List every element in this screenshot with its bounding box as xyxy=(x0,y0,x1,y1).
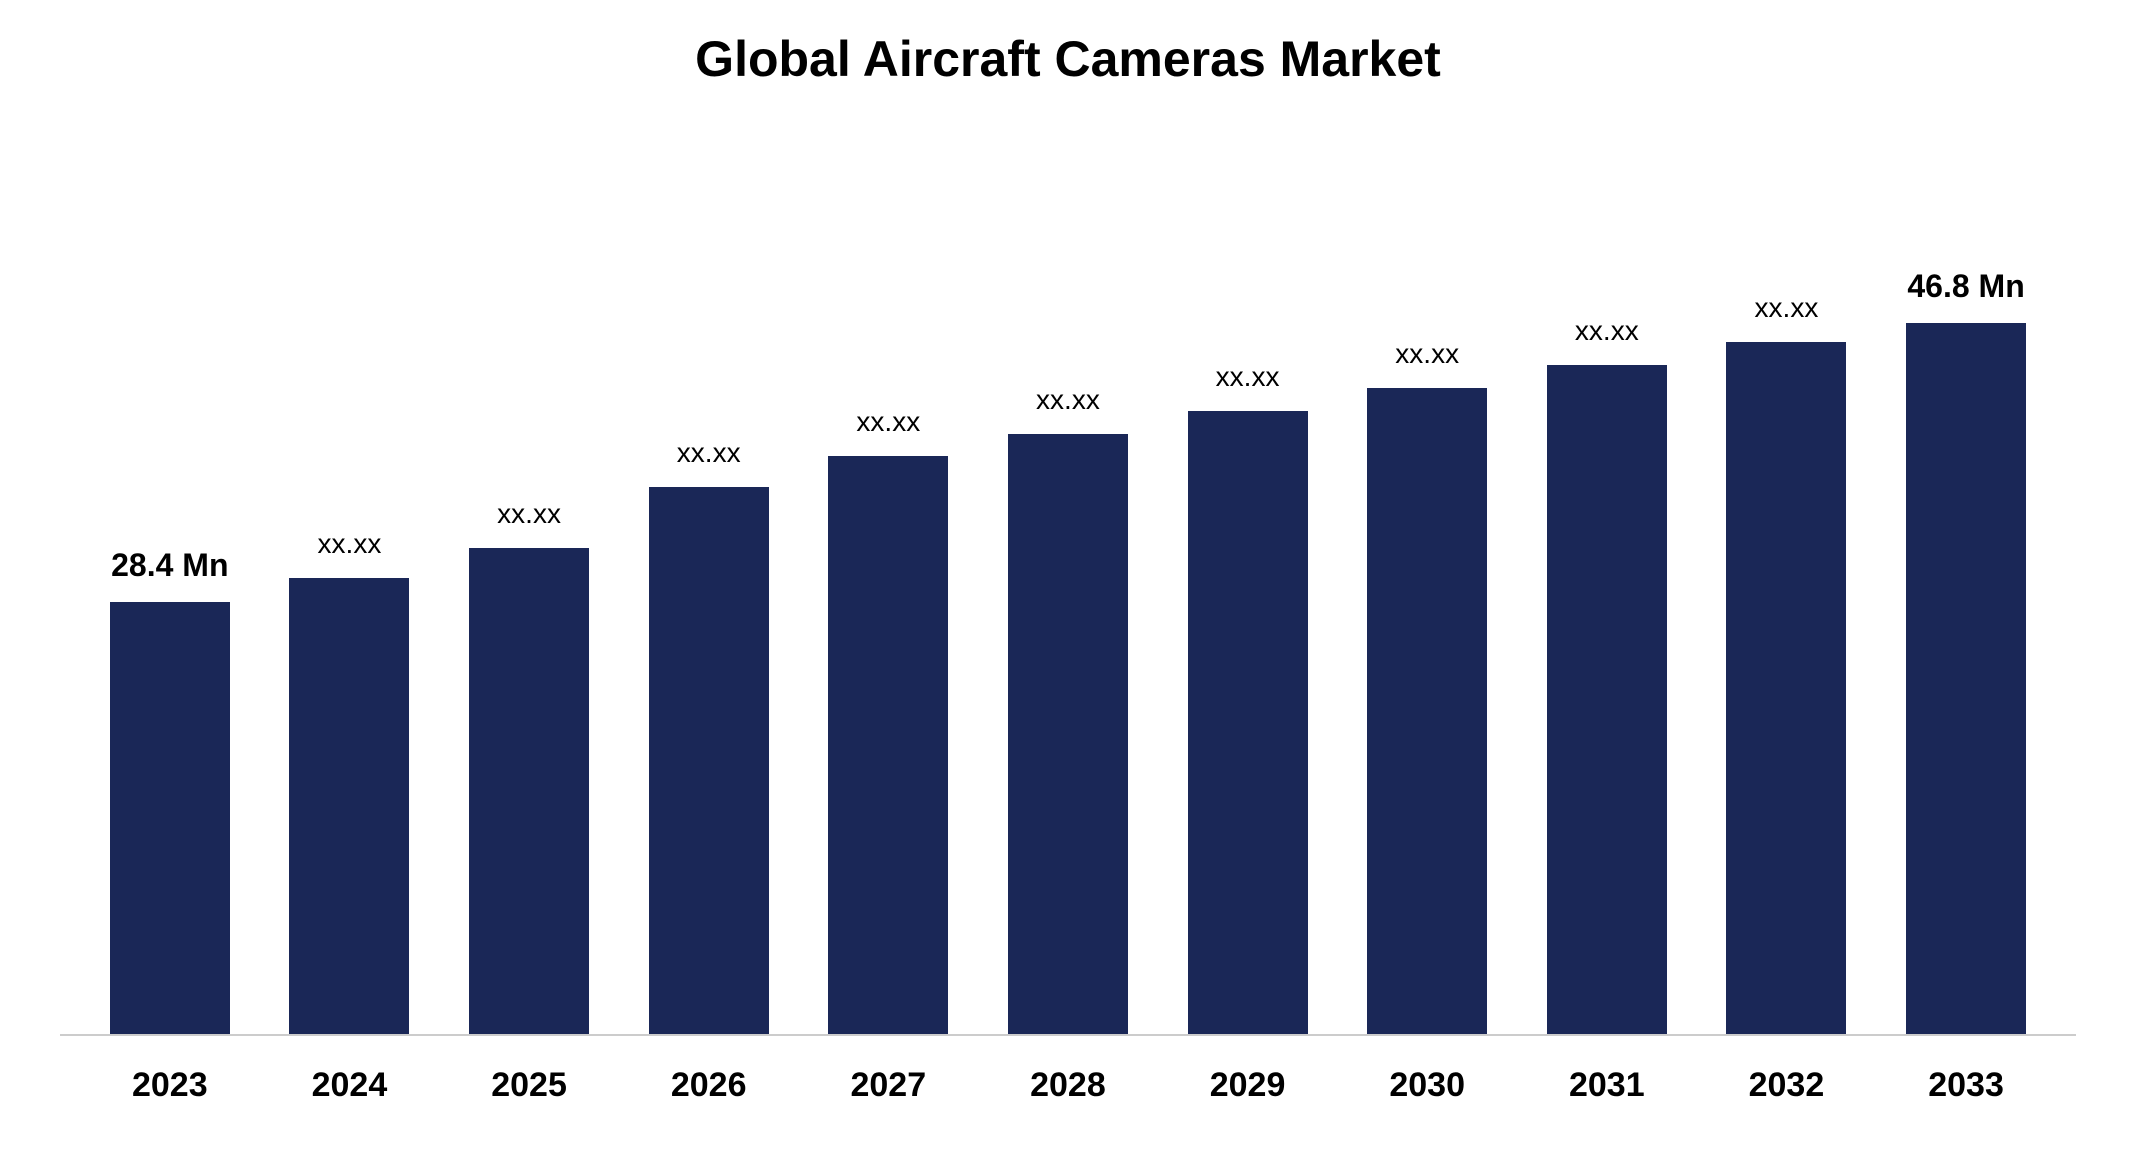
chart-container: Global Aircraft Cameras Market 28.4 Mn xx… xyxy=(0,0,2136,1155)
x-axis: 2023 2024 2025 2026 2027 2028 2029 2030 2031 2032… xyxy=(60,1036,2076,1105)
bar-group: xx.xx xyxy=(279,528,419,1034)
bar xyxy=(1726,342,1846,1034)
bar xyxy=(1906,323,2026,1034)
bar-value-label: 46.8 Mn xyxy=(1907,268,2024,305)
bar xyxy=(649,487,769,1034)
x-axis-label: 2032 xyxy=(1716,1066,1856,1105)
bar xyxy=(469,548,589,1034)
bar xyxy=(1547,365,1667,1034)
bar-group: xx.xx xyxy=(1537,315,1677,1034)
x-axis-label: 2028 xyxy=(998,1066,1138,1105)
bar-value-label: xx.xx xyxy=(1575,315,1639,347)
x-axis-label: 2025 xyxy=(459,1066,599,1105)
bar xyxy=(1008,434,1128,1034)
bar xyxy=(110,602,230,1034)
bar-group: 28.4 Mn xyxy=(100,547,240,1034)
chart-title: Global Aircraft Cameras Market xyxy=(60,30,2076,88)
x-axis-label: 2023 xyxy=(100,1066,240,1105)
x-axis-label: 2029 xyxy=(1178,1066,1318,1105)
bar-group: xx.xx xyxy=(818,406,958,1034)
bar xyxy=(289,578,409,1034)
bar-group: 46.8 Mn xyxy=(1896,268,2036,1034)
bar-group: xx.xx xyxy=(1716,292,1856,1034)
x-axis-label: 2024 xyxy=(279,1066,419,1105)
x-axis-label: 2031 xyxy=(1537,1066,1677,1105)
x-axis-label: 2027 xyxy=(818,1066,958,1105)
bar-group: xx.xx xyxy=(639,437,779,1034)
bar-group: xx.xx xyxy=(459,498,599,1034)
bar xyxy=(1367,388,1487,1034)
bar-group: xx.xx xyxy=(1178,361,1318,1034)
bars-region: 28.4 Mn xx.xx xx.xx xx.xx xx.xx xx.xx xx.xx xx.… xyxy=(60,158,2076,1036)
bar-value-label: xx.xx xyxy=(677,437,741,469)
bar-value-label: xx.xx xyxy=(1036,384,1100,416)
bar-value-label: xx.xx xyxy=(1395,338,1459,370)
bar-value-label: xx.xx xyxy=(497,498,561,530)
bar-value-label: xx.xx xyxy=(1755,292,1819,324)
bar-value-label: xx.xx xyxy=(856,406,920,438)
bar-group: xx.xx xyxy=(998,384,1138,1034)
x-axis-label: 2030 xyxy=(1357,1066,1497,1105)
bar-value-label: 28.4 Mn xyxy=(111,547,228,584)
bar-value-label: xx.xx xyxy=(1216,361,1280,393)
x-axis-label: 2033 xyxy=(1896,1066,2036,1105)
bar-value-label: xx.xx xyxy=(318,528,382,560)
bar xyxy=(1188,411,1308,1034)
bar xyxy=(828,456,948,1034)
x-axis-label: 2026 xyxy=(639,1066,779,1105)
chart-area: 28.4 Mn xx.xx xx.xx xx.xx xx.xx xx.xx xx.xx xx.… xyxy=(60,158,2076,1105)
bar-group: xx.xx xyxy=(1357,338,1497,1034)
